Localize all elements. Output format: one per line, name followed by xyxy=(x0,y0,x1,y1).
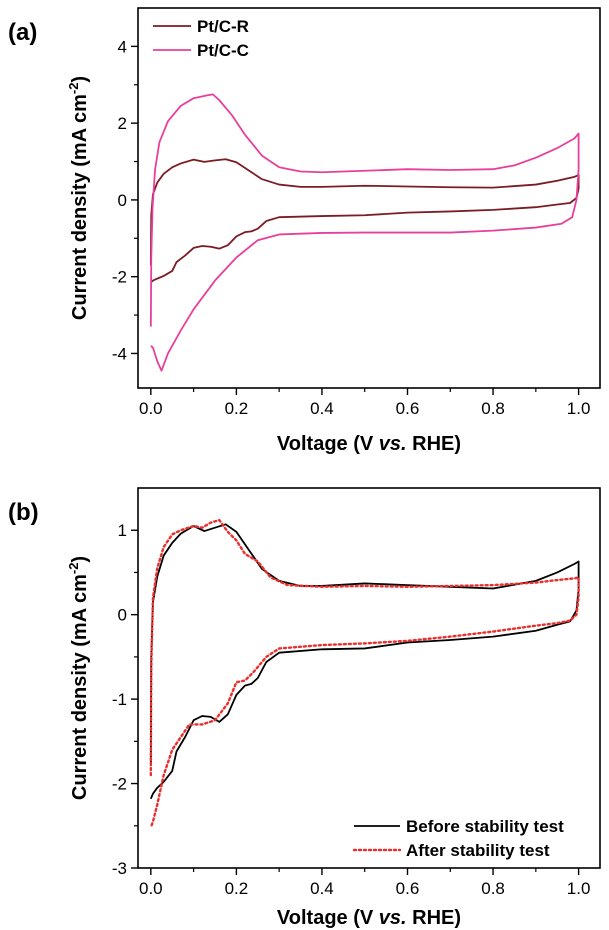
panel-a: (a) 0.0 0.2 0.4 0.6 0.8 1.0 -4 -2 0 2 4 Voltage (V v… xyxy=(8,7,601,455)
panel-label: (b) xyxy=(8,499,39,526)
y-axis-title: Current density (mA cm-2) xyxy=(66,76,91,320)
y-axis-title-part: Current density (mA cm xyxy=(69,94,91,320)
panel-b: (b) 0.0 0.2 0.4 0.6 0.8 1.0 -3 -2 -1 0 1 Voltage (V … xyxy=(8,487,601,929)
x-tick-label: 0.8 xyxy=(481,879,505,898)
x-axis-title-part: RHE) xyxy=(407,907,461,929)
x-tick-label: 1.0 xyxy=(567,399,591,418)
plot-frame xyxy=(137,7,601,389)
panel-label: (a) xyxy=(8,19,37,46)
x-axis-title: Voltage (V vs. RHE) xyxy=(277,907,461,929)
x-tick-label: 0.4 xyxy=(310,879,334,898)
x-tick-label: 0.6 xyxy=(396,399,420,418)
series-line-pt-c-r xyxy=(149,158,580,284)
y-tick-label: 4 xyxy=(118,37,127,56)
y-axis-title-part: ) xyxy=(69,556,91,563)
x-tick-label: 0.4 xyxy=(310,399,334,418)
x-axis-title: Voltage (V vs. RHE) xyxy=(277,433,461,455)
x-axis-title-part: Voltage (V xyxy=(277,907,379,929)
y-tick-label: -4 xyxy=(112,344,127,363)
x-tick-label: 1.0 xyxy=(567,879,591,898)
y-axis-title-superscript: -2 xyxy=(66,83,81,95)
y-axis-title-part: ) xyxy=(69,76,91,83)
x-tick-label: 0.0 xyxy=(139,399,163,418)
y-tick-label: -1 xyxy=(112,690,127,709)
y-axis-title-superscript: -2 xyxy=(66,563,81,575)
series-line-before-stability-test xyxy=(149,523,580,800)
x-tick-label: 0.2 xyxy=(225,879,249,898)
y-tick-label: -3 xyxy=(112,859,127,878)
series-line-pt-c-c xyxy=(149,93,580,372)
legend-label: After stability test xyxy=(406,841,550,860)
legend-label: Before stability test xyxy=(406,817,564,836)
x-tick-label: 0.2 xyxy=(225,399,249,418)
y-axis-title-part: Current density (mA cm xyxy=(69,574,91,800)
x-tick-label: 0.6 xyxy=(396,879,420,898)
series-line-after-stability-test xyxy=(149,518,580,829)
y-tick-label: 0 xyxy=(118,191,127,210)
y-axis-title: Current density (mA cm-2) xyxy=(66,556,91,800)
y-tick-label: 2 xyxy=(118,114,127,133)
x-axis-title-italic: vs. xyxy=(379,433,407,455)
x-axis-title-part: Voltage (V xyxy=(277,433,379,455)
plot-frame xyxy=(137,487,601,869)
y-tick-label: -2 xyxy=(112,268,127,287)
y-tick-label: 1 xyxy=(118,521,127,540)
legend-label: Pt/C-C xyxy=(197,41,249,60)
y-tick-label: -2 xyxy=(112,775,127,794)
x-tick-label: 0.8 xyxy=(481,399,505,418)
x-tick-label: 0.0 xyxy=(139,879,163,898)
legend-label: Pt/C-R xyxy=(197,17,249,36)
x-axis-title-part: RHE) xyxy=(407,433,461,455)
y-tick-label: 0 xyxy=(118,606,127,625)
x-axis-title-italic: vs. xyxy=(379,907,407,929)
